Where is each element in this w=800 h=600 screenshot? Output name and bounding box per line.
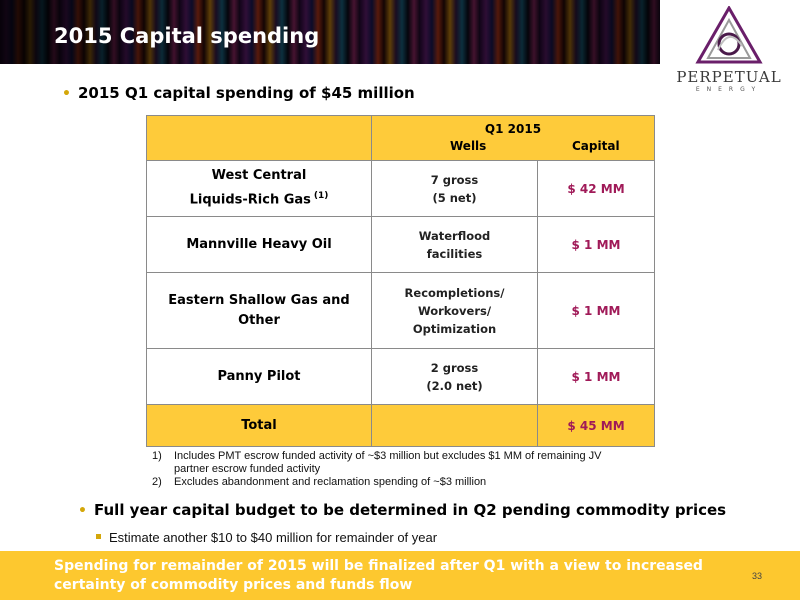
row-label: Mannville Heavy Oil bbox=[146, 216, 372, 273]
main-bullet-text: 2015 Q1 capital spending of $45 million bbox=[78, 84, 415, 102]
square-bullet-icon bbox=[96, 534, 101, 540]
table-row: Panny Pilot 2 gross (2.0 net) $ 1 MM bbox=[146, 348, 655, 405]
header-empty-cell bbox=[146, 115, 372, 161]
company-logo: PERPETUAL ENERGY bbox=[664, 6, 794, 96]
table-total-row: Total $ 45 MM bbox=[146, 404, 655, 447]
footnote-ref: (1) bbox=[313, 191, 329, 202]
triangle-logo-icon bbox=[695, 6, 763, 64]
row-wells: Waterflood facilities bbox=[371, 216, 538, 273]
footer-banner: Spending for remainder of 2015 will be f… bbox=[0, 551, 800, 600]
table-row: West Central Liquids-Rich Gas (1) 7 gross… bbox=[146, 160, 655, 217]
row-wells: 7 gross (5 net) bbox=[371, 160, 538, 217]
page-title: 2015 Capital spending bbox=[54, 24, 320, 48]
header-capital: Capital bbox=[572, 139, 620, 153]
footnotes: 1) Includes PMT escrow funded activity o… bbox=[152, 450, 612, 489]
row-wells: Recompletions/ Workovers/ Optimization bbox=[371, 272, 538, 349]
row-capital: $ 42 MM bbox=[537, 160, 655, 217]
row-label: Panny Pilot bbox=[146, 348, 372, 405]
row-capital: $ 1 MM bbox=[537, 348, 655, 405]
bullet-dot-icon: • bbox=[62, 86, 71, 102]
row-capital: $ 1 MM bbox=[537, 272, 655, 349]
logo-subtitle: ENERGY bbox=[695, 86, 763, 93]
table-header-row: Q1 2015 Wells Capital bbox=[146, 115, 655, 161]
total-label: Total bbox=[146, 404, 372, 447]
header-banner: 2015 Capital spending bbox=[0, 0, 660, 64]
logo-name: PERPETUAL bbox=[676, 68, 782, 86]
row-label: Eastern Shallow Gas and Other bbox=[146, 272, 372, 349]
header-period: Q1 2015 bbox=[484, 122, 542, 136]
bullet-dot-icon: • bbox=[78, 503, 87, 519]
sub-bullet: Estimate another $10 to $40 million for … bbox=[96, 530, 437, 545]
footer-text: Spending for remainder of 2015 will be f… bbox=[54, 558, 703, 593]
row-label: West Central Liquids-Rich Gas (1) bbox=[146, 160, 372, 217]
header-wells: Wells bbox=[450, 139, 487, 153]
second-bullet: • Full year capital budget to be determin… bbox=[78, 501, 726, 519]
footnote: 1) Includes PMT escrow funded activity o… bbox=[152, 450, 602, 475]
page-number: 33 bbox=[752, 571, 763, 581]
table-row: Eastern Shallow Gas and Other Recompleti… bbox=[146, 272, 655, 349]
main-bullet: • 2015 Q1 capital spending of $45 million bbox=[62, 84, 415, 102]
row-capital: $ 1 MM bbox=[537, 216, 655, 273]
row-wells: 2 gross (2.0 net) bbox=[371, 348, 538, 405]
second-bullet-text: Full year capital budget to be determine… bbox=[94, 501, 727, 519]
total-wells-cell bbox=[371, 404, 538, 447]
capital-table: Q1 2015 Wells Capital West Central Liqui… bbox=[146, 115, 655, 447]
table-row: Mannville Heavy Oil Waterflood facilitie… bbox=[146, 216, 655, 273]
footnote: 2) Excludes abandonment and reclamation … bbox=[152, 476, 487, 488]
sub-bullet-text: Estimate another $10 to $40 million for … bbox=[109, 530, 438, 545]
header-period-cell: Q1 2015 Wells Capital bbox=[371, 115, 655, 161]
total-capital: $ 45 MM bbox=[537, 404, 655, 447]
